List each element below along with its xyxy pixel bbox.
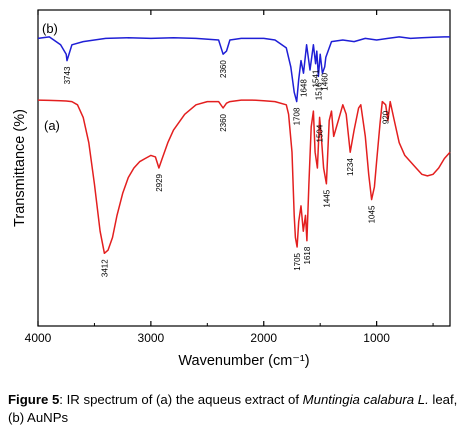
caption-text-2: leaf, (b) AuNPs (8, 392, 458, 425)
peak-label: 1445 (322, 189, 331, 207)
peak-label: 1541 (312, 69, 321, 87)
y-axis-label: Transmittance (%) (12, 109, 28, 227)
peak-label: 1708 (293, 107, 302, 125)
series-label-b: (b) (42, 21, 58, 36)
peak-label: 1618 (303, 246, 312, 264)
series-line-b (37, 36, 450, 103)
x-axis-label: Wavenumber (cm⁻¹) (178, 353, 309, 369)
plot-frame (37, 9, 451, 327)
ir-spectrum-chart: 4000 3000 2000 1000 3743 2360 1708 16481541151… (12, 9, 451, 369)
peak-label: 2360 (219, 60, 228, 78)
figure-caption: Figure 5: IR spectrum of (a) the aqueus … (8, 391, 470, 427)
series-label-a: (a) (44, 118, 60, 133)
peak-label: 2929 (155, 173, 164, 191)
series-line-a (37, 99, 451, 255)
peak-label: 1504 (316, 124, 325, 142)
peak-label: 2360 (219, 113, 228, 131)
peak-label: 920 (382, 110, 391, 124)
caption-text-1: : IR spectrum of (a) the aqueus extract … (59, 392, 303, 407)
caption-figure-label: Figure 5 (8, 392, 60, 407)
caption-species: Muntingia calabura L. (302, 392, 429, 407)
series-layer (37, 36, 451, 255)
peak-label: 1234 (346, 158, 355, 176)
peak-label: 3412 (100, 259, 109, 277)
peak-label: 3743 (63, 66, 72, 84)
peak-label: 1045 (368, 205, 377, 223)
peak-label: 1705 (293, 252, 302, 270)
x-tick-label: 1000 (363, 331, 390, 345)
x-tick-label: 4000 (25, 331, 52, 345)
peak-label: 1516 (314, 82, 323, 100)
peak-label: 1648 (300, 79, 309, 97)
peak-label: 1460 (321, 72, 330, 90)
x-tick-label: 2000 (250, 331, 277, 345)
x-ticks: 4000 3000 2000 1000 (25, 10, 434, 345)
x-tick-label: 3000 (138, 331, 165, 345)
